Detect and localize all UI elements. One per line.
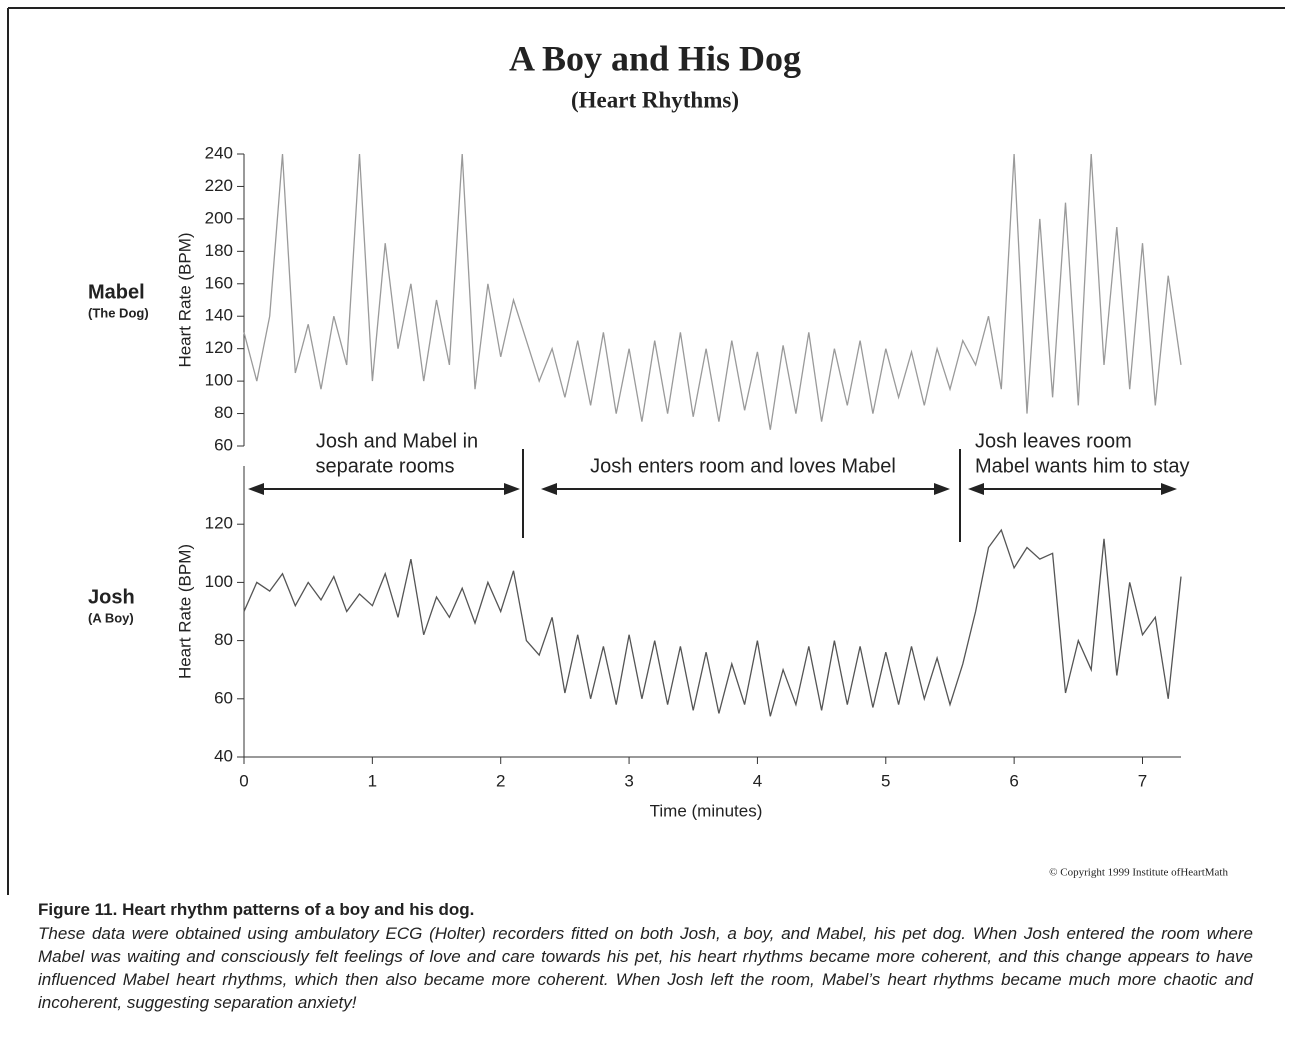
y-tick-label: 60	[214, 688, 233, 707]
y-axis-title: Heart Rate (BPM)	[175, 544, 194, 679]
line	[243, 528, 1182, 717]
x-tick-label: 3	[624, 771, 633, 790]
y-tick-label: 60	[214, 435, 233, 454]
y-tick-label: 80	[214, 630, 233, 649]
y-tick-label: 100	[205, 371, 233, 390]
arrow-head	[504, 483, 520, 495]
x-tick-label: 1	[368, 771, 377, 790]
arrow-head	[541, 483, 557, 495]
arrow-head	[934, 483, 950, 495]
y-tick-label: 160	[205, 273, 233, 292]
y-tick-label: 120	[205, 514, 233, 533]
copyright: © Copyright 1999 Institute ofHeartMath	[1049, 867, 1228, 879]
annotation: separate rooms	[316, 455, 455, 477]
x-tick-label: 2	[496, 771, 505, 790]
chart: A Boy and His Dog (Heart Rhythms) © Copy…	[7, 7, 1285, 895]
panel-name: Josh	[88, 586, 135, 608]
y-tick-label: 100	[205, 572, 233, 591]
caption: Figure 11. Heart rhythm patterns of a bo…	[38, 900, 1253, 1014]
y-tick-label: 140	[205, 306, 233, 325]
panel-name: Mabel	[88, 281, 145, 303]
x-tick-label: 4	[753, 771, 762, 790]
y-axis-title: Heart Rate (BPM)	[175, 232, 194, 367]
arrow-head	[1161, 483, 1177, 495]
y-tick-label: 200	[205, 208, 233, 227]
annotation: Josh leaves room	[975, 430, 1132, 452]
arrow-head	[968, 483, 984, 495]
y-tick-label: 240	[205, 143, 233, 162]
y-tick-label: 120	[205, 338, 233, 357]
caption-text: These data were obtained using ambulator…	[38, 924, 1253, 1012]
line	[243, 153, 1182, 430]
x-axis-title: Time (minutes)	[650, 801, 763, 820]
annotation: Mabel wants him to stay	[975, 455, 1190, 477]
chart-title: A Boy and His Dog	[509, 38, 801, 78]
panel-subname: (A Boy)	[88, 610, 134, 625]
y-tick-label: 40	[214, 746, 233, 765]
x-tick-label: 6	[1009, 771, 1018, 790]
arrow-head	[248, 483, 264, 495]
y-tick-label: 220	[205, 176, 233, 195]
x-tick-label: 0	[239, 771, 248, 790]
chart-subtitle: (Heart Rhythms)	[571, 87, 739, 112]
annotation: Josh enters room and loves Mabel	[590, 455, 896, 477]
caption-title: Figure 11. Heart rhythm patterns of a bo…	[38, 900, 475, 919]
x-tick-label: 7	[1138, 771, 1147, 790]
x-tick-label: 5	[881, 771, 890, 790]
annotation: Josh and Mabel in	[316, 430, 478, 452]
y-tick-label: 180	[205, 241, 233, 260]
y-tick-label: 80	[214, 403, 233, 422]
panel-subname: (The Dog)	[88, 305, 149, 320]
